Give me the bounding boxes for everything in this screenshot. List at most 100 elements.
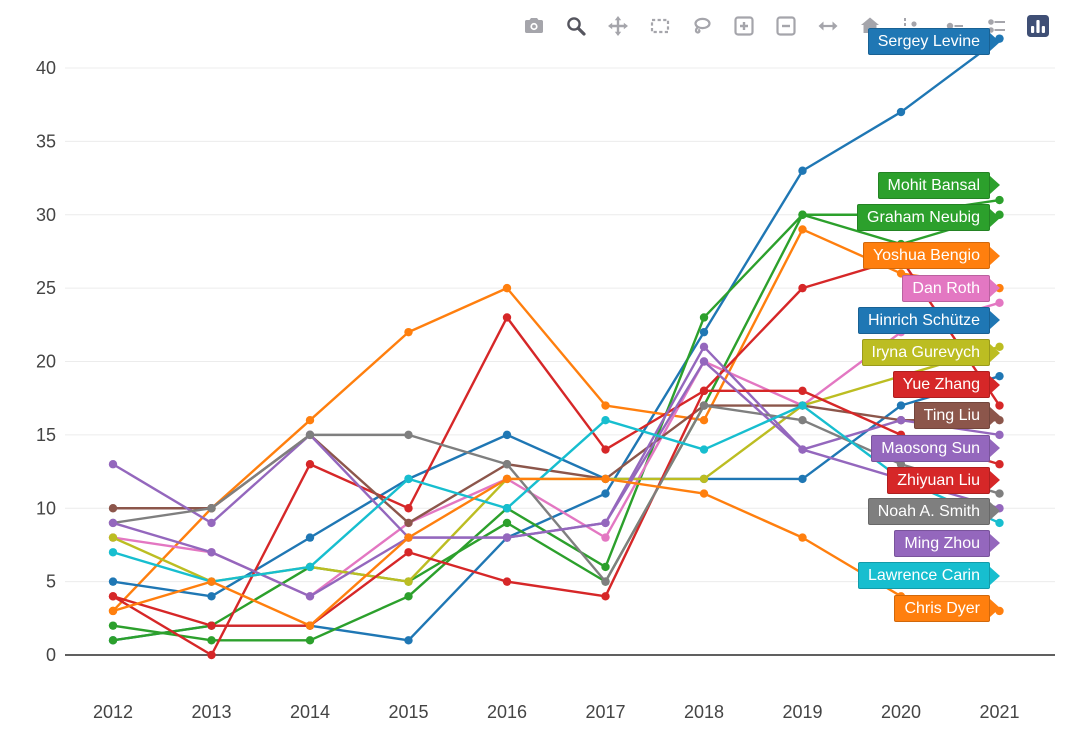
data-point-mohit-bansal (995, 195, 1004, 205)
data-point-chris-dyer (305, 621, 315, 630)
modebar-zoom-in-button[interactable] (732, 14, 756, 38)
data-point-yoshua-bengio (601, 401, 610, 410)
data-point-zhiyuan-liu (601, 592, 610, 601)
modebar-camera-button[interactable] (522, 14, 546, 38)
modebar-zoom-button[interactable] (564, 14, 588, 38)
data-point-zhiyuan-liu (798, 386, 807, 396)
data-point-chris-dyer (108, 606, 118, 616)
modebar-hover-closest-button[interactable] (942, 14, 966, 38)
x-tick-label: 2013 (191, 702, 231, 722)
x-tick-label: 2016 (487, 702, 527, 722)
x-tick-label: 2021 (979, 702, 1019, 722)
hover-compare-icon (988, 19, 1005, 33)
x-tick-label: 2012 (93, 702, 133, 722)
data-point-lawrence-carin (798, 401, 807, 410)
data-point-yue-zhang (601, 445, 610, 454)
modebar-zoom-out-button[interactable] (774, 14, 798, 38)
data-point-hinrich-schutze (995, 371, 1004, 381)
data-point-hinrich-schutze (502, 430, 512, 440)
autoscale-icon (818, 21, 838, 31)
data-point-noah-a-smith (502, 460, 512, 469)
series-line-zhiyuan-liu (112, 389, 1000, 627)
modebar-reset-axes-button[interactable] (858, 14, 882, 38)
data-point-maosong-sun (699, 342, 709, 352)
data-point-zhiyuan-liu (995, 460, 1004, 469)
data-point-zhiyuan-liu (207, 621, 216, 630)
modebar-plotly-logo-button[interactable] (1026, 14, 1050, 38)
data-point-sergey-levine (798, 166, 807, 175)
modebar-box-select-button[interactable] (648, 14, 672, 38)
data-point-hinrich-schutze (798, 474, 807, 484)
modebar-toggle-spikelines-button[interactable] (900, 14, 924, 38)
data-point-graham-neubig (995, 210, 1004, 219)
data-point-lawrence-carin (699, 445, 709, 454)
modebar-pan-button[interactable] (606, 14, 630, 38)
y-tick-label: 20 (36, 352, 56, 372)
data-point-yue-zhang (207, 650, 216, 660)
modebar-hover-compare-button[interactable] (984, 14, 1008, 38)
hover-closest-icon (946, 22, 963, 30)
data-point-lawrence-carin (995, 518, 1004, 528)
pan-icon (608, 16, 628, 36)
data-point-mohit-bansal (404, 592, 413, 601)
series-line-yue-zhang (112, 257, 1001, 657)
zoom-icon (567, 17, 586, 36)
data-point-mohit-bansal (305, 636, 315, 645)
data-point-ming-zhou (108, 518, 118, 528)
data-point-mohit-bansal (896, 210, 906, 219)
series-line-chris-dyer (112, 477, 1000, 627)
data-point-zhiyuan-liu (502, 577, 512, 586)
modebar-lasso-select-button[interactable] (690, 14, 714, 38)
data-point-hinrich-schutze (108, 577, 118, 586)
modebar-autoscale-button[interactable] (816, 14, 840, 38)
y-tick-label: 0 (46, 645, 56, 665)
data-point-ming-zhou (207, 548, 216, 557)
series-line-hinrich-schutze (112, 375, 1000, 598)
data-point-lawrence-carin (502, 504, 512, 513)
data-point-iryna-gurevych (699, 474, 709, 484)
data-point-iryna-gurevych (896, 371, 906, 381)
data-point-graham-neubig (896, 239, 906, 249)
data-point-lawrence-carin (601, 416, 610, 425)
y-tick-label: 10 (36, 498, 56, 518)
y-tick-label: 35 (36, 131, 56, 151)
data-point-yue-zhang (502, 313, 512, 322)
data-point-yoshua-bengio (699, 416, 709, 425)
data-point-graham-neubig (502, 518, 512, 528)
data-point-noah-a-smith (995, 489, 1004, 498)
data-point-zhiyuan-liu (699, 386, 709, 396)
data-point-chris-dyer (896, 592, 906, 601)
data-point-mohit-bansal (207, 636, 216, 645)
data-point-chris-dyer (207, 577, 216, 586)
y-tick-label: 5 (46, 572, 56, 592)
plotly-logo-icon (1027, 15, 1049, 37)
data-point-noah-a-smith (207, 504, 216, 513)
data-point-dan-roth (896, 327, 906, 337)
data-point-yue-zhang (896, 254, 906, 263)
data-point-sergey-levine (601, 489, 610, 498)
data-point-noah-a-smith (404, 430, 413, 440)
data-point-ming-zhou (995, 504, 1004, 513)
data-point-noah-a-smith (896, 460, 906, 469)
data-point-chris-dyer (502, 474, 512, 484)
modebar (522, 14, 1050, 38)
data-point-graham-neubig (798, 210, 807, 219)
lasso-select-icon (694, 17, 711, 34)
series-line-graham-neubig (112, 213, 1000, 642)
data-point-noah-a-smith (601, 577, 610, 586)
data-point-ting-liu (995, 416, 1004, 425)
data-point-chris-dyer (798, 533, 807, 542)
data-point-ming-zhou (699, 357, 709, 366)
data-point-lawrence-carin (305, 562, 315, 572)
data-point-yoshua-bengio (896, 269, 906, 278)
y-tick-label: 30 (36, 205, 56, 225)
series-line-yoshua-bengio (112, 228, 1000, 612)
data-point-dan-roth (995, 298, 1004, 307)
toggle-spikelines-icon (904, 18, 920, 34)
series-line-lawrence-carin (112, 404, 1000, 583)
data-point-yoshua-bengio (798, 225, 807, 234)
data-point-chris-dyer (995, 606, 1004, 616)
y-tick-label: 15 (36, 425, 56, 445)
